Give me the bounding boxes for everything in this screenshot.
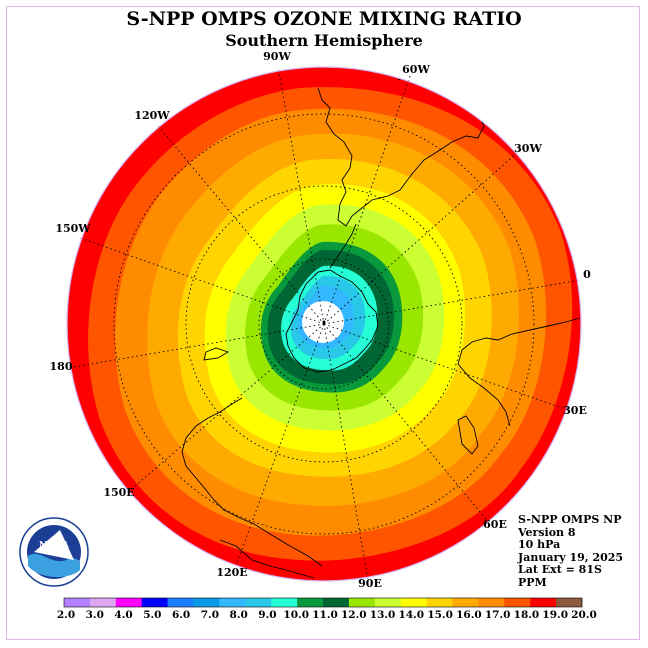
coast-africa xyxy=(457,317,581,427)
coast-madagascar xyxy=(457,415,479,455)
color-bar-tick-label: 12.0 xyxy=(341,609,367,621)
map-title: S-NPP OMPS OZONE MIXING RATIO xyxy=(126,8,522,30)
color-bar-tick-label: 4.0 xyxy=(114,609,132,621)
color-bar-swatch xyxy=(504,598,531,607)
color-bar-tick-label: 10.0 xyxy=(283,609,309,621)
color-bar-swatch xyxy=(193,598,220,607)
color-bar-swatch xyxy=(245,598,272,607)
color-bar-tick-label: 17.0 xyxy=(485,609,511,621)
color-bar-tick-label: 13.0 xyxy=(370,609,396,621)
meridian-30w xyxy=(323,151,519,325)
coast-antarctica xyxy=(285,269,379,373)
color-bar-swatch xyxy=(374,598,401,607)
color-bar-swatch xyxy=(64,598,91,607)
lon-label-90e: 90E xyxy=(358,577,382,590)
color-bar-swatch xyxy=(400,598,427,607)
color-bar-swatch xyxy=(452,598,479,607)
coast-australia xyxy=(181,397,323,567)
lon-label-150w: 150W xyxy=(55,222,91,235)
color-bar-swatch xyxy=(348,598,376,607)
color-bar-swatch xyxy=(478,598,505,607)
color-bar: 2.0 3.0 4.0 5.0 6.0 7.0 8.0 9.0 10.0 11.0 12.0 13.0… xyxy=(57,597,597,621)
longitude-labels: 90W 60W 30W 0 30E 60E 90E 120E 150E 180 … xyxy=(50,50,592,590)
info-lat-ext: Lat Ext = 81S xyxy=(518,563,602,576)
noaa-logo: NOAA xyxy=(19,517,89,587)
color-bar-tick-label: 15.0 xyxy=(427,609,453,621)
color-bar-tick-label: 6.0 xyxy=(172,609,190,621)
latitude-circle-1 xyxy=(258,258,390,390)
meridian-180 xyxy=(67,323,325,369)
map-disk-border xyxy=(66,66,582,582)
color-bar-swatch xyxy=(426,598,453,607)
info-product: S-NPP OMPS NP xyxy=(518,513,622,526)
latitude-circle-2 xyxy=(185,185,463,463)
noaa-logo-text: NOAA xyxy=(39,541,70,551)
color-bar-swatch xyxy=(219,598,246,607)
coast-new-zealand xyxy=(203,347,230,361)
color-bar-tick-label: 5.0 xyxy=(143,609,161,621)
meridian-60w xyxy=(323,75,411,325)
noaa-logo-bird xyxy=(34,530,74,560)
color-bar-tick-label: 14.0 xyxy=(399,609,425,621)
info-date: January 19, 2025 xyxy=(518,550,624,564)
coast-peninsula xyxy=(329,223,357,269)
color-bar-tick-label: 9.0 xyxy=(258,609,276,621)
meridian-90e xyxy=(323,323,369,581)
info-version: Version 8 xyxy=(518,525,576,539)
color-bar-swatch xyxy=(323,598,350,607)
lon-label-60w: 60W xyxy=(402,63,430,76)
ozone-contours xyxy=(67,67,581,581)
color-bar-tick-label: 19.0 xyxy=(542,609,568,621)
color-bar-tick-label: 16.0 xyxy=(456,609,482,621)
lon-label-30w: 30W xyxy=(514,142,542,155)
color-bar-swatch xyxy=(271,598,298,607)
color-bar-tick-label: 2.0 xyxy=(57,609,75,621)
meridian-90w xyxy=(277,66,325,325)
lon-label-60e: 60E xyxy=(483,518,507,531)
lon-label-30e: 30E xyxy=(563,404,587,417)
color-bar-swatch xyxy=(89,598,117,607)
map-subtitle: Southern Hemisphere xyxy=(225,31,423,50)
lon-label-90w: 90W xyxy=(263,50,291,63)
lon-label-0: 0 xyxy=(583,268,591,281)
color-bar-tick-label: 11.0 xyxy=(312,609,338,621)
info-units: PPM xyxy=(518,575,547,589)
color-bar-tick-label: 7.0 xyxy=(201,609,219,621)
color-bar-swatch xyxy=(530,598,557,607)
latitude-circle-3 xyxy=(113,113,535,535)
color-bar-tick-label: 20.0 xyxy=(571,609,597,621)
color-bar-swatch xyxy=(556,598,583,607)
graticule xyxy=(67,66,581,581)
info-panel: S-NPP OMPS NP Version 8 10 hPa January 1… xyxy=(518,513,624,589)
plot-frame xyxy=(6,6,640,640)
color-bar-frame xyxy=(63,597,583,608)
lon-label-120w: 120W xyxy=(134,109,170,122)
meridian-60e xyxy=(323,323,491,525)
lon-label-180: 180 xyxy=(50,360,73,373)
lon-label-120e: 120E xyxy=(216,566,247,579)
color-bar-tick-label: 8.0 xyxy=(230,609,248,621)
noaa-logo-wave xyxy=(28,553,80,578)
color-bar-tick-label: 3.0 xyxy=(86,609,104,621)
color-bar-swatch xyxy=(167,598,194,607)
color-bar-swatch xyxy=(141,598,168,607)
color-bar-swatch xyxy=(115,598,142,607)
info-level: 10 hPa xyxy=(518,538,561,551)
coast-southeast-asia xyxy=(219,539,315,579)
meridian-0 xyxy=(323,279,581,325)
color-bar-tick-label: 18.0 xyxy=(514,609,540,621)
south-pole-marker xyxy=(322,320,326,324)
color-bar-swatch xyxy=(297,598,324,607)
lon-label-150e: 150E xyxy=(103,486,134,499)
